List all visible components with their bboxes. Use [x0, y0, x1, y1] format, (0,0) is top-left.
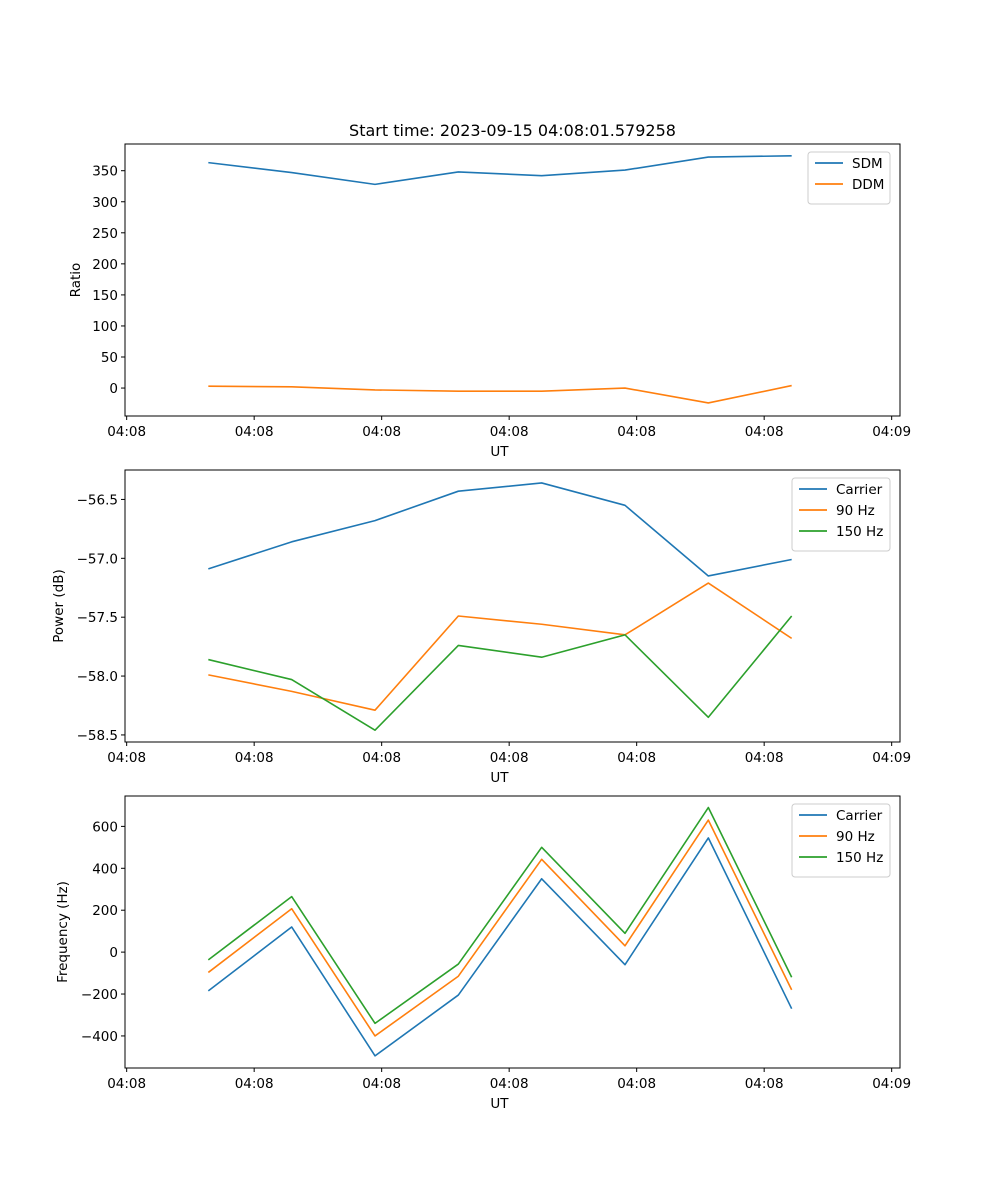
y-tick-label: 600 [92, 819, 118, 835]
y-tick-label: −58.5 [77, 728, 118, 744]
y-tick-label: 250 [92, 226, 118, 242]
y-tick-label: 100 [92, 319, 118, 335]
y-tick-label: 300 [92, 195, 118, 211]
x-axis-label: UT [490, 770, 509, 786]
series-line-ddm [208, 384, 792, 404]
x-tick-label: 04:08 [745, 1076, 784, 1092]
x-tick-label: 04:08 [617, 750, 656, 766]
series-line-carrier [208, 482, 792, 577]
legend-label-carrier: Carrier [836, 808, 883, 824]
series-line-150-hz [207, 806, 793, 1025]
legend-label-90-hz: 90 Hz [836, 829, 875, 845]
y-axis-label: Ratio [68, 263, 84, 298]
legend-label-ddm: DDM [852, 177, 884, 193]
x-tick-label: 04:08 [235, 750, 274, 766]
series-line-90-hz [208, 582, 793, 712]
y-tick-label: −56.5 [77, 492, 118, 508]
x-tick-label: 04:09 [872, 424, 911, 440]
x-tick-label: 04:09 [872, 750, 911, 766]
y-tick-label: 0 [109, 945, 118, 961]
x-tick-label: 04:08 [745, 424, 784, 440]
legend-label-150-hz: 150 Hz [836, 524, 883, 540]
y-tick-label: 50 [101, 350, 118, 366]
x-tick-label: 04:08 [362, 1076, 401, 1092]
x-tick-label: 04:09 [872, 1076, 911, 1092]
chart-title: Start time: 2023-09-15 04:08:01.579258 [349, 121, 676, 140]
x-tick-label: 04:08 [617, 1076, 656, 1092]
series-line-150-hz [208, 615, 793, 732]
x-tick-label: 04:08 [362, 750, 401, 766]
y-tick-label: −200 [81, 987, 118, 1003]
legend-label-90-hz: 90 Hz [836, 503, 875, 519]
x-tick-label: 04:08 [490, 750, 529, 766]
series-line-90-hz [207, 819, 793, 1037]
x-tick-label: 04:08 [107, 1076, 146, 1092]
x-tick-label: 04:08 [617, 424, 656, 440]
x-tick-label: 04:08 [235, 424, 274, 440]
legend-box [807, 151, 891, 205]
y-tick-label: 150 [92, 288, 118, 304]
chart-panel-1: 04:08 04:08 04:08 04:08 04:08 04:08 04:09 0 50 10… [68, 143, 911, 460]
x-axis-label: UT [490, 444, 509, 460]
y-tick-label: 400 [92, 861, 118, 877]
legend-box [791, 803, 891, 878]
series-line-sdm [208, 155, 792, 186]
plot-frame [124, 143, 901, 417]
legend-box [791, 477, 891, 552]
y-tick-label: 0 [109, 381, 118, 397]
plot-frame [124, 795, 901, 1069]
x-tick-label: 04:08 [490, 424, 529, 440]
chart-panel-3: 04:08 04:08 04:08 04:08 04:08 04:08 04:09 −400 −… [55, 795, 911, 1112]
y-tick-label: 350 [92, 164, 118, 180]
y-tick-label: 200 [92, 257, 118, 273]
chart-panel-2: 04:08 04:08 04:08 04:08 04:08 04:08 04:09 −58.5… [51, 469, 911, 786]
x-tick-label: 04:08 [235, 1076, 274, 1092]
x-axis-label: UT [490, 1096, 509, 1112]
x-tick-label: 04:08 [490, 1076, 529, 1092]
legend-label-sdm: SDM [852, 156, 883, 172]
legend: Carrier 90 Hz 150 Hz [791, 477, 891, 552]
x-tick-label: 04:08 [107, 424, 146, 440]
plot-frame [124, 469, 901, 743]
x-tick-label: 04:08 [362, 424, 401, 440]
y-axis-label: Power (dB) [51, 569, 67, 642]
y-tick-label: −57.0 [77, 551, 118, 567]
x-tick-label: 04:08 [745, 750, 784, 766]
x-tick-label: 04:08 [107, 750, 146, 766]
series-line-carrier [207, 837, 793, 1057]
y-tick-label: 200 [92, 903, 118, 919]
y-tick-label: −57.5 [77, 610, 118, 626]
y-tick-label: −400 [81, 1029, 118, 1045]
panels: 04:08 04:08 04:08 04:08 04:08 04:08 04:09 0 50 10… [51, 143, 911, 1112]
y-tick-label: −58.0 [77, 669, 118, 685]
legend-label-carrier: Carrier [836, 482, 883, 498]
legend-label-150-hz: 150 Hz [836, 850, 883, 866]
y-axis-label: Frequency (Hz) [55, 881, 71, 983]
legend: Carrier 90 Hz 150 Hz [791, 803, 891, 878]
legend: SDM DDM [807, 151, 891, 205]
